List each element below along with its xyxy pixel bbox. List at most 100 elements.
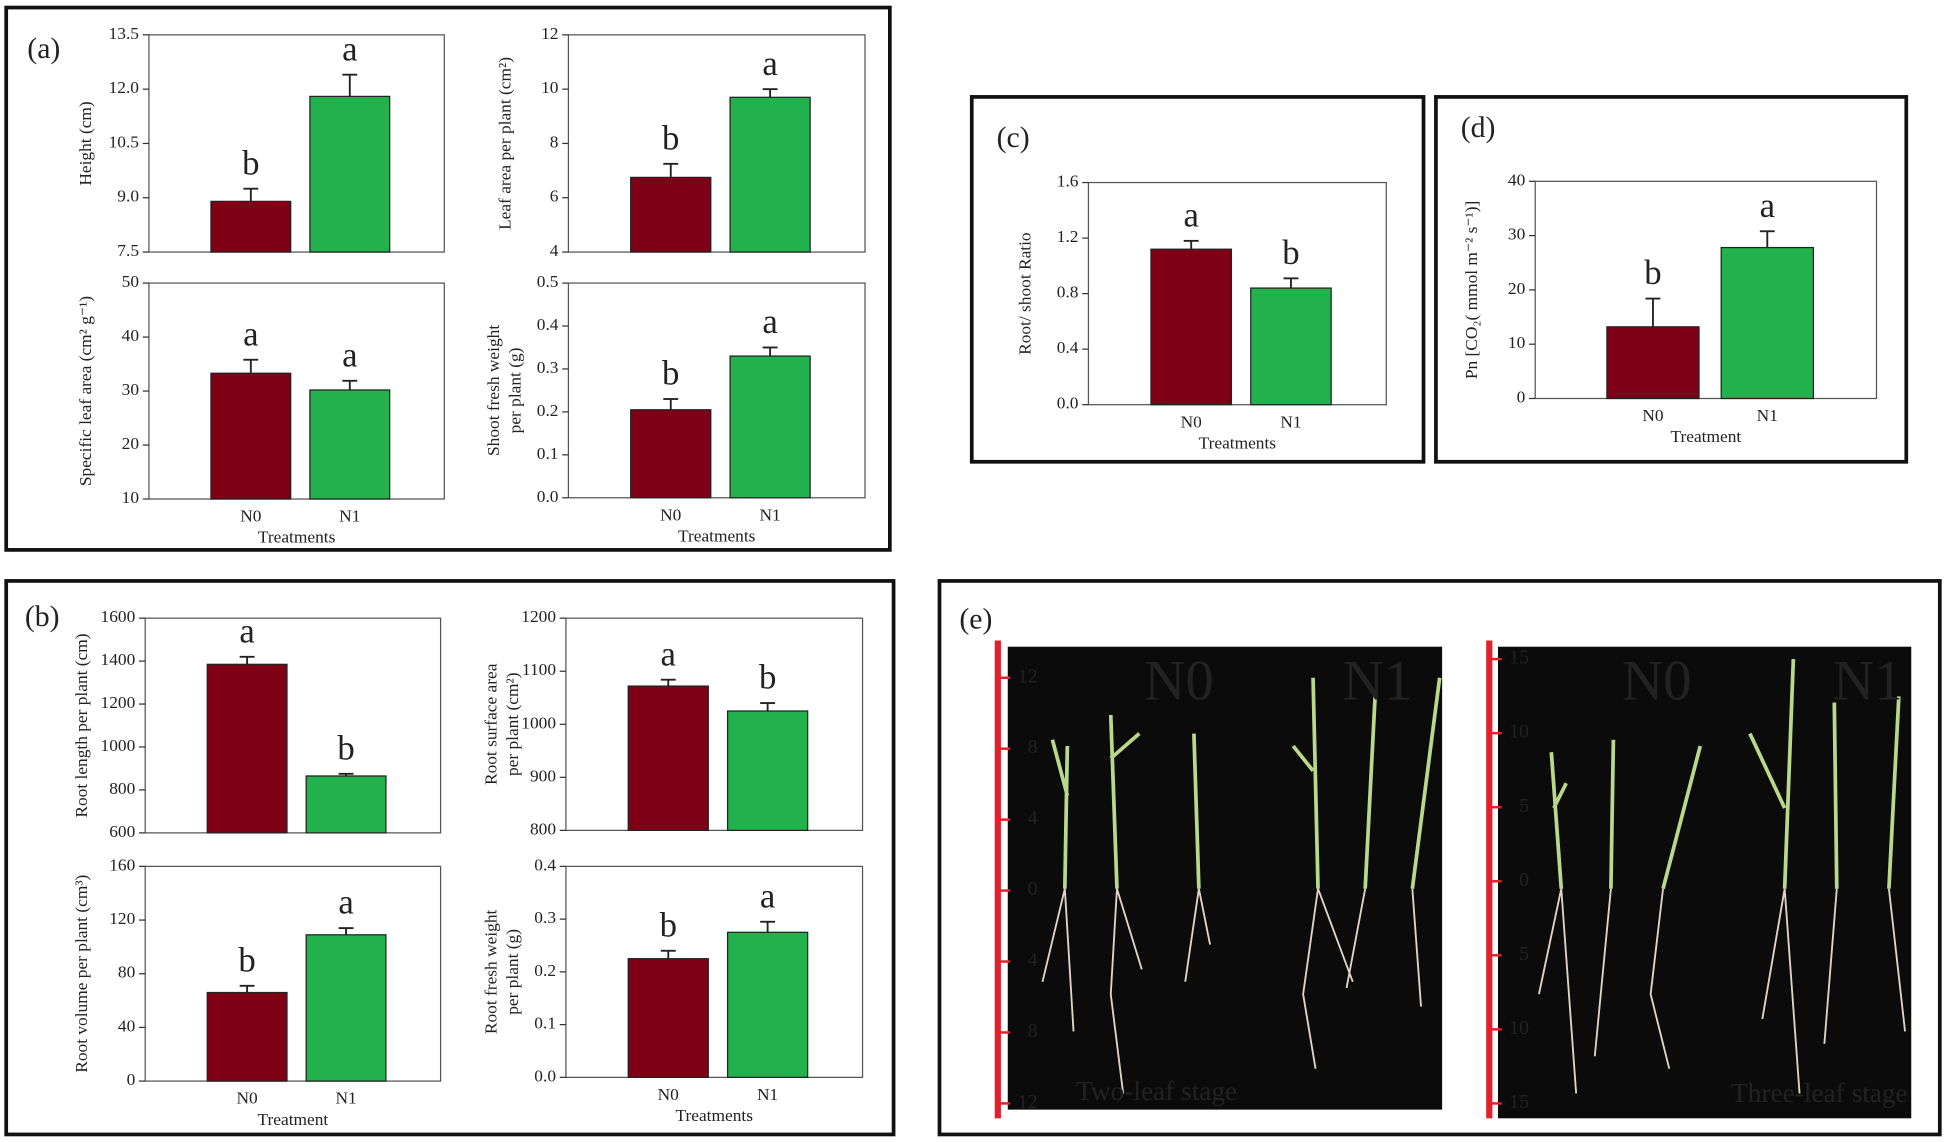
x-axis-label: Treatments	[1199, 433, 1277, 452]
y-tick-label: 800	[530, 819, 556, 838]
y-axis-label: Leaf area per plant (cm²)	[495, 57, 514, 230]
panel-label: (c)	[997, 121, 1030, 154]
y-tick-label: 10.5	[109, 132, 139, 151]
bar	[210, 372, 292, 500]
bar	[726, 710, 809, 832]
stage-label: Three-leaf stage	[1731, 1078, 1908, 1108]
significance-letter: a	[338, 883, 353, 922]
plot-area	[567, 282, 866, 499]
significance-letter: b	[660, 905, 677, 944]
panel-label: (e)	[959, 603, 992, 636]
y-tick-label: 1.2	[1057, 227, 1079, 246]
photo	[1497, 646, 1912, 1119]
plot-area	[148, 34, 445, 253]
bar	[309, 95, 391, 253]
y-tick-label: 12	[541, 24, 558, 43]
y-tick-label: 1400	[101, 650, 136, 669]
significance-letter: a	[661, 634, 676, 673]
significance-letter: b	[759, 658, 776, 697]
y-tick-label: 800	[109, 779, 135, 798]
plot-area	[144, 617, 442, 834]
bar	[627, 958, 709, 1078]
y-axis-label: per plant (cm²)	[503, 672, 522, 776]
y-tick-label: 0.0	[1057, 394, 1079, 413]
y-tick-label: 0	[1517, 387, 1526, 406]
y-axis-label: Root fresh weight	[482, 909, 501, 1034]
x-tick-label: N0	[1181, 412, 1203, 431]
x-tick-label: N1	[335, 1089, 356, 1108]
significance-letter: a	[762, 44, 777, 83]
y-tick-label: 9.0	[117, 187, 139, 206]
y-tick-label: 40	[122, 326, 140, 345]
plot-area	[565, 865, 864, 1078]
significance-letter: a	[1760, 186, 1775, 225]
x-tick-label: N0	[240, 507, 262, 526]
y-axis-label: Specific leaf area (cm² g⁻¹)	[76, 296, 95, 486]
x-axis-label: Treatment	[1670, 427, 1741, 446]
panel-frame	[937, 579, 1942, 1137]
y-axis-label: Root/ shoot Ratio	[1015, 232, 1034, 355]
significance-letter: a	[342, 335, 357, 374]
bar	[630, 176, 712, 253]
y-tick-label: 7.5	[117, 241, 139, 260]
y-tick-label: 1200	[101, 693, 136, 712]
y-tick-label: 0.8	[1057, 283, 1079, 302]
y-tick-label: 0.0	[534, 1066, 556, 1085]
bar	[1150, 248, 1233, 406]
plant-shoots	[1050, 659, 1901, 890]
y-tick-label: 1200	[521, 607, 556, 626]
bar	[1250, 287, 1332, 406]
scale-label: 8	[1028, 1020, 1038, 1042]
y-tick-label: 13.5	[109, 24, 139, 43]
y-axis-label: Shoot fresh weight	[484, 325, 503, 456]
bar	[206, 991, 288, 1082]
y-tick-label: 10	[122, 488, 140, 507]
y-tick-label: 900	[530, 766, 556, 785]
significance-letter: a	[243, 314, 258, 353]
treatment-label: N1	[1343, 650, 1413, 713]
significance-letter: b	[1644, 253, 1661, 292]
y-tick-label: 120	[109, 909, 135, 928]
y-tick-label: 10	[541, 78, 559, 97]
y-axis-label: Root volume per plant (cm³)	[72, 874, 91, 1072]
bar	[1720, 246, 1814, 400]
y-tick-label: 6	[550, 187, 559, 206]
photo	[1007, 646, 1443, 1110]
y-tick-label: 0	[127, 1070, 136, 1089]
y-tick-label: 40	[1508, 170, 1526, 189]
plot-area	[144, 865, 442, 1082]
scale-label: 4	[1028, 949, 1038, 971]
bar	[1606, 326, 1700, 400]
treatment-label: N0	[1144, 650, 1214, 713]
y-tick-label: 20	[1508, 279, 1526, 298]
scale-label: 10	[1509, 721, 1529, 743]
panel-label: (d)	[1461, 111, 1496, 144]
y-tick-label: 0.4	[534, 855, 556, 874]
x-tick-label: N1	[1280, 412, 1301, 431]
x-tick-label: N1	[760, 505, 781, 524]
significance-letter: b	[662, 354, 679, 393]
scale-label: 10	[1509, 1017, 1529, 1039]
y-tick-label: 30	[1508, 225, 1526, 244]
x-tick-label: N0	[660, 505, 682, 524]
y-tick-label: 0.4	[1057, 338, 1079, 357]
y-tick-label: 12.0	[109, 78, 140, 97]
y-tick-label: 8	[550, 132, 559, 151]
plot-area	[1534, 180, 1878, 400]
significance-letter: a	[342, 29, 357, 68]
y-tick-label: 0.2	[537, 401, 559, 420]
significance-letter: a	[760, 876, 775, 915]
x-tick-label: N1	[757, 1085, 778, 1104]
significance-letter: a	[1183, 195, 1198, 234]
treatment-label: N0	[1622, 650, 1692, 713]
plot-area	[565, 617, 864, 832]
bar	[206, 663, 288, 834]
y-axis-label: per plant (g)	[505, 347, 524, 433]
plot-area	[567, 34, 866, 253]
y-axis-label: Pn [CO₂( mmol m⁻² s⁻¹)]	[1462, 201, 1481, 379]
bar	[305, 775, 387, 834]
scale-label: 15	[1509, 1091, 1529, 1113]
panel-frame	[4, 5, 892, 552]
y-tick-label: 0.5	[537, 272, 559, 291]
y-tick-label: 1000	[521, 713, 556, 732]
